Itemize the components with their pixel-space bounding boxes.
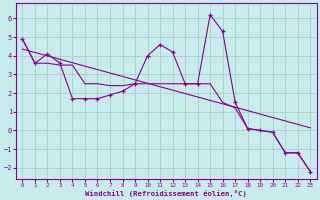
X-axis label: Windchill (Refroidissement éolien,°C): Windchill (Refroidissement éolien,°C)	[85, 190, 247, 197]
